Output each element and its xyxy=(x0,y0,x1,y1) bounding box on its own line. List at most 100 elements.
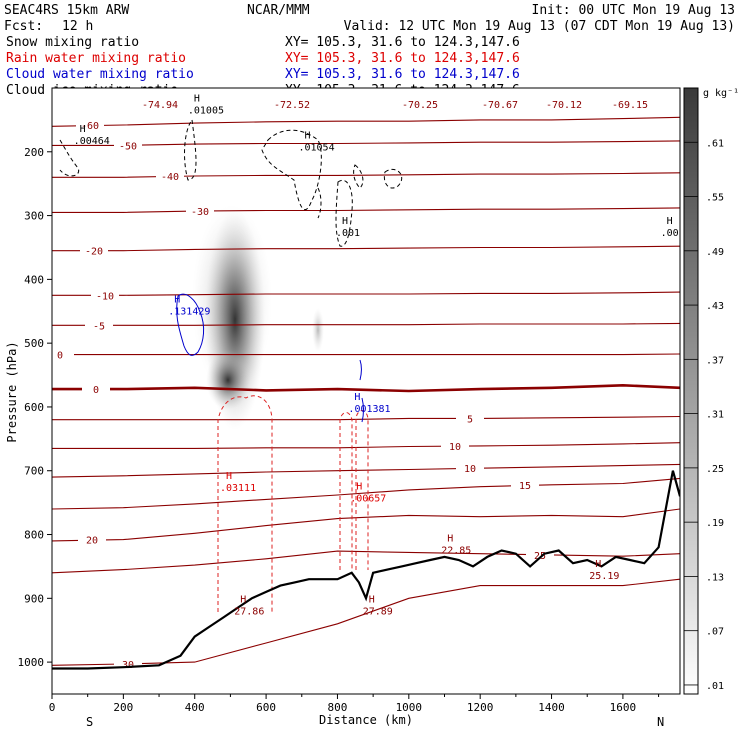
x-axis: 0 200 400 600 800 1000 1200 1400 1600 xyxy=(49,694,660,714)
north-label: N xyxy=(657,715,664,729)
header: SEAC4RS 15km ARW NCAR/MMM Init: 00 UTC M… xyxy=(4,3,735,34)
temperature-contour-label: -30 xyxy=(191,207,209,218)
field-xy: XY= 105.3, 31.6 to 124.3,147.6 xyxy=(285,67,520,82)
contour-label-bg xyxy=(441,439,469,451)
maximum-value: 27.86 xyxy=(234,606,264,617)
x-tick-label: 600 xyxy=(256,701,276,714)
snow-contour xyxy=(184,118,197,181)
maximum-value: .03111 xyxy=(220,483,256,494)
y-tick-label: 500 xyxy=(24,337,44,350)
colorbar-unit: g kg⁻¹ xyxy=(703,88,739,99)
x-tick-label: 1200 xyxy=(467,701,494,714)
maximum-value: .131429 xyxy=(168,306,210,317)
contour-label-bg xyxy=(91,289,119,301)
contour-label-bg xyxy=(78,533,106,545)
terrain-line xyxy=(52,470,680,670)
top-contour-labels: -74.94 -72.52 -70.25 -70.67 -70.12 -69.15 xyxy=(142,100,648,111)
maximum-marker: H xyxy=(194,94,200,105)
temperature-contour xyxy=(52,322,680,326)
temperature-contour-label: 0 xyxy=(93,385,99,396)
x-axis-label: Distance (km) xyxy=(319,713,413,727)
temperature-contour xyxy=(52,415,680,421)
temperature-contour xyxy=(52,383,680,393)
maximum-marker: H xyxy=(667,216,673,227)
temperature-contour-label: -40 xyxy=(161,172,179,183)
top-contour-label: -74.94 xyxy=(142,100,178,111)
cloud-water-contours xyxy=(176,293,364,423)
snow-contour xyxy=(353,164,364,189)
valid-time: Valid: 12 UTC Mon 19 Aug 13 (07 CDT Mon … xyxy=(344,19,735,34)
x-tick-label: 1000 xyxy=(396,701,423,714)
snow-contour xyxy=(383,168,403,189)
temperature-contour xyxy=(52,550,680,574)
x-tick-label: 1400 xyxy=(538,701,565,714)
cloud-water-contour xyxy=(176,293,205,356)
y-axis: 200 300 400 500 600 700 800 900 1000 xyxy=(18,146,52,669)
colorbar-tick-label: .01 xyxy=(706,681,724,692)
temperature-contour xyxy=(52,140,680,146)
maximum-marker: H xyxy=(174,294,180,305)
contour-label-bg xyxy=(456,412,484,424)
snow-plume-max xyxy=(206,350,250,410)
contour-label-bg xyxy=(526,548,554,560)
maximum-marker: H xyxy=(447,534,453,545)
colorbar-tick-label: .55 xyxy=(706,193,724,204)
temperature-contour xyxy=(52,116,680,127)
colorbar xyxy=(683,87,699,695)
contour-label-bg xyxy=(85,319,113,331)
temperature-contour xyxy=(52,207,680,213)
maxima-labels: H.00464H.01005H.01054H.001H.00H.131429H.… xyxy=(74,94,679,618)
temperature-contour-label: -50 xyxy=(119,141,137,152)
top-contour-label: -69.15 xyxy=(612,100,648,111)
temperature-contour-label: 5 xyxy=(467,414,473,425)
temperature-contour xyxy=(52,477,680,510)
cloud-water-contour xyxy=(361,397,364,423)
maximum-value: 22.85 xyxy=(441,546,471,557)
rain-contour xyxy=(217,395,273,612)
maximum-value: 27.89 xyxy=(363,606,393,617)
maximum-value: 25.19 xyxy=(589,571,619,582)
y-tick-label: 1000 xyxy=(18,656,45,669)
temperature-contour-label: 10 xyxy=(464,464,476,475)
colorbar-tick-label: .49 xyxy=(706,247,724,258)
maximum-marker: H xyxy=(226,471,232,482)
contour-label-bg xyxy=(186,205,214,217)
temperature-contour xyxy=(52,442,680,449)
maximum-marker: H xyxy=(595,559,601,570)
temperature-contour-label: 30 xyxy=(122,660,134,671)
rain-contours xyxy=(217,395,369,612)
temperature-contour xyxy=(52,463,680,478)
x-tick-label: 200 xyxy=(113,701,133,714)
contour-label-bg xyxy=(114,658,142,670)
temperature-contour-label: -5 xyxy=(93,321,105,332)
maximum-marker: H xyxy=(80,124,86,135)
temperature-contour xyxy=(52,291,680,296)
temperature-contour xyxy=(52,508,680,542)
contour-label-bg xyxy=(114,139,142,151)
colorbar-tick-label: .61 xyxy=(706,138,724,149)
field-label: Rain water mixing ratio xyxy=(6,51,186,66)
temperature-contour xyxy=(52,578,680,666)
colorbar-ticks: .01 .07 .13 .19 .25 .31 .37 .43 .49 .55 .61 xyxy=(684,138,724,692)
init-time: Init: 00 UTC Mon 19 Aug 13 xyxy=(532,3,736,18)
x-tick-label: 1600 xyxy=(610,701,637,714)
maximum-value: .001381 xyxy=(348,404,390,415)
contour-label-bg xyxy=(52,348,74,360)
snow-plume-small xyxy=(312,308,324,352)
top-contour-label: -70.25 xyxy=(402,100,438,111)
rain-contour xyxy=(339,412,353,570)
center-name: NCAR/MMM xyxy=(247,3,310,18)
contour-label-bg xyxy=(76,118,104,130)
temperature-contour xyxy=(52,245,680,252)
contour-label-bg xyxy=(156,170,184,182)
field-xy: XY= 105.3, 31.6 to 124.3,147.6 xyxy=(285,51,520,66)
fcst-label: Fcst: xyxy=(4,19,43,34)
maximum-value: .001 xyxy=(336,228,360,239)
cloud-water-contour xyxy=(359,359,362,381)
field-xy: XY= 105.3, 31.6 to 124.3,147.6 xyxy=(285,35,520,50)
maximum-value: .00657 xyxy=(350,493,386,504)
temperature-contour xyxy=(52,353,680,356)
temperature-contour-label: 20 xyxy=(86,536,98,547)
